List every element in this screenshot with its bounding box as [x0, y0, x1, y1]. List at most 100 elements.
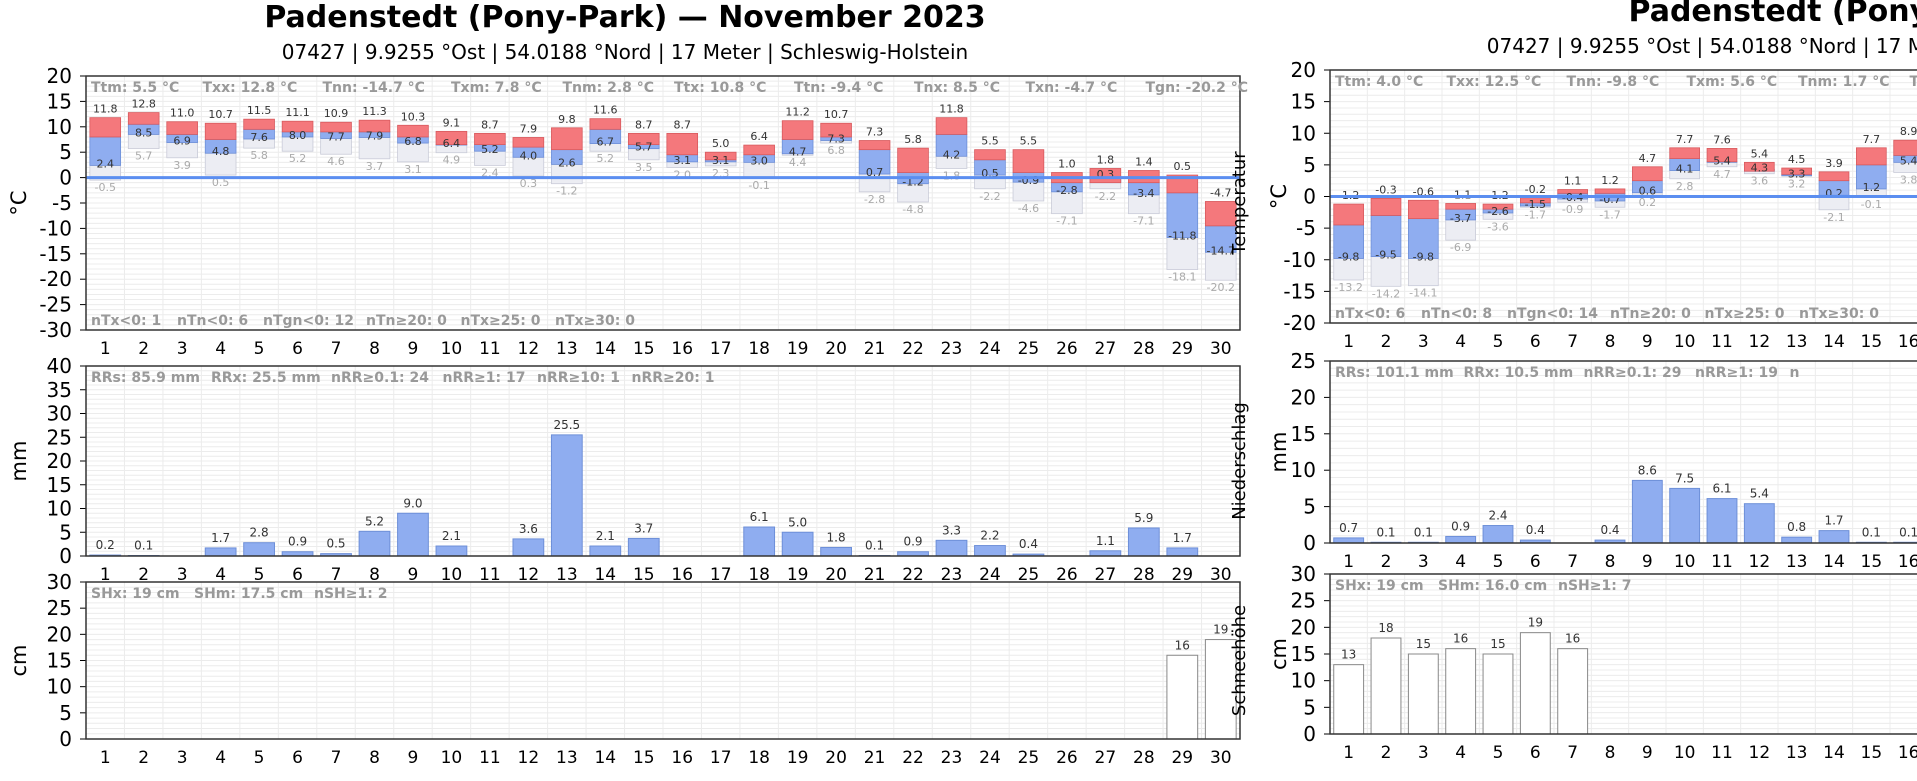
max-mean-bar — [358, 119, 391, 133]
stat-label: nTgn<0: 12 — [263, 313, 354, 329]
max-mean-bar — [89, 117, 122, 138]
tmax-label: 8.7 — [481, 118, 499, 131]
tmax-label: -0.3 — [1375, 183, 1396, 196]
stat-label: nTx≥25: 0 — [1705, 306, 1785, 322]
tmin-label: 4.3 — [1751, 161, 1769, 174]
x-tick-label: 12 — [518, 339, 540, 359]
x-tick-label: 4 — [1455, 743, 1466, 763]
x-tick-label: 26 — [1056, 339, 1078, 359]
tmin-label: -9.5 — [1375, 249, 1396, 262]
snow-bar — [1557, 648, 1589, 735]
value-label: 1.1 — [1096, 534, 1115, 548]
tmin-label: 0.7 — [866, 166, 884, 179]
tground-label: 6.8 — [827, 144, 845, 157]
x-tick-label: 11 — [1711, 743, 1733, 763]
x-tick-label: 17 — [710, 565, 732, 585]
rain-bar — [935, 539, 968, 557]
value-label: 0.1 — [134, 539, 153, 553]
tmin-label: 7.3 — [827, 133, 845, 146]
y-axis-label: cm — [7, 644, 31, 676]
tmax-label: 10.3 — [401, 110, 426, 123]
max-mean-bar — [704, 151, 737, 161]
value-label: 9.0 — [403, 496, 422, 510]
tmin-label: 4.0 — [520, 149, 538, 162]
tmin-label: -0.7 — [1599, 193, 1620, 206]
tground-label: 3.8 — [1900, 173, 1917, 186]
x-tick-label: 16 — [1898, 552, 1917, 572]
snow-bar — [1407, 653, 1439, 735]
tmin-label: 0.2 — [1825, 187, 1843, 200]
y-tick-label: 15 — [47, 649, 72, 673]
value-label: 2.1 — [596, 529, 615, 543]
x-tick-label: 17 — [710, 748, 732, 768]
x-tick-label: 10 — [441, 748, 463, 768]
tground-label: 5.2 — [289, 152, 307, 165]
x-tick-label: 27 — [1095, 748, 1117, 768]
tground-label: -2.8 — [864, 193, 885, 206]
y-tick-label: 20 — [47, 449, 72, 473]
tground-label: -14.1 — [1409, 287, 1437, 300]
y-tick-label: 0 — [1303, 531, 1316, 555]
tmin-label: 8.5 — [135, 126, 153, 139]
stat-label: nTn<0: 8 — [1421, 306, 1492, 322]
tground-label: -18.1 — [1168, 271, 1196, 284]
max-mean-bar — [1818, 171, 1850, 182]
x-tick-label: 26 — [1056, 748, 1078, 768]
x-tick-label: 14 — [1823, 332, 1845, 352]
rain-bar — [358, 530, 391, 557]
x-tick-label: 15 — [1861, 332, 1883, 352]
tmin-label: 3.1 — [673, 154, 691, 167]
max-mean-bar — [1089, 168, 1122, 184]
rain-bar — [1089, 550, 1122, 557]
value-label: 3.7 — [634, 521, 653, 535]
max-mean-bar — [627, 133, 660, 145]
x-tick-label: 21 — [864, 339, 886, 359]
x-tick-label: 23 — [941, 748, 963, 768]
y-tick-label: 10 — [47, 497, 72, 521]
x-tick-label: 30 — [1210, 748, 1232, 768]
x-tick-label: 9 — [1642, 552, 1653, 572]
value-label: 5.2 — [365, 514, 384, 528]
max-mean-bar — [1856, 147, 1887, 166]
x-tick-label: 24 — [979, 565, 1001, 585]
x-tick-label: 21 — [864, 748, 886, 768]
x-tick-label: 10 — [1674, 743, 1696, 763]
value-label: 15 — [1416, 637, 1431, 651]
x-tick-label: 20 — [825, 339, 847, 359]
max-mean-bar — [897, 147, 929, 173]
y-tick-label: 0 — [59, 544, 72, 568]
x-tick-label: 16 — [671, 339, 693, 359]
value-label: 2.4 — [1488, 509, 1507, 523]
stat-label: Txn: -4.7 °C — [1026, 80, 1118, 96]
tground-label: 3.5 — [635, 161, 653, 174]
x-tick-label: 11 — [479, 748, 501, 768]
stat-label: nTn≥20: 0 — [1610, 306, 1691, 322]
tmin-label: -3.4 — [1133, 187, 1154, 200]
y-axis-label: °C — [7, 190, 31, 215]
x-tick-label: 13 — [556, 565, 578, 585]
tmin-label: -14.7 — [1207, 244, 1235, 257]
max-mean-bar — [743, 144, 775, 156]
stat-label: nTx≥25: 0 — [461, 313, 541, 329]
stat-label: nRR≥20: 1 — [632, 370, 715, 386]
y-tick-label: 20 — [1291, 58, 1316, 82]
max-mean-bar — [974, 149, 1006, 161]
x-tick-label: 7 — [331, 748, 342, 768]
x-tick-label: 4 — [215, 565, 226, 585]
y-tick-label: 20 — [1291, 385, 1316, 409]
max-mean-bar — [1631, 166, 1663, 182]
x-tick-label: 9 — [408, 748, 419, 768]
max-mean-bar — [589, 118, 622, 130]
y-tick-label: 15 — [1291, 422, 1316, 446]
value-label: 0.4 — [1526, 523, 1545, 537]
y-tick-label: 5 — [1303, 153, 1316, 177]
x-tick-label: 9 — [408, 339, 419, 359]
plot-frame — [85, 365, 1241, 557]
tmax-label: 11.5 — [247, 104, 272, 117]
x-tick-label: 2 — [1381, 332, 1392, 352]
x-tick-label: 5 — [1493, 332, 1504, 352]
x-tick-label: 13 — [556, 748, 578, 768]
tground-label: 4.9 — [443, 154, 461, 167]
value-label: 2.8 — [250, 526, 269, 540]
tground-label: -20.2 — [1207, 281, 1235, 294]
